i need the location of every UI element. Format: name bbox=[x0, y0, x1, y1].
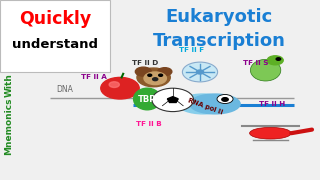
Ellipse shape bbox=[134, 88, 161, 110]
Text: understand: understand bbox=[12, 38, 98, 51]
Text: TBP: TBP bbox=[138, 94, 156, 103]
Text: With: With bbox=[4, 73, 13, 96]
Circle shape bbox=[267, 56, 283, 65]
Circle shape bbox=[152, 88, 194, 112]
Text: TF II F: TF II F bbox=[180, 47, 204, 53]
Text: Quickly: Quickly bbox=[19, 10, 91, 28]
Circle shape bbox=[101, 77, 139, 99]
Circle shape bbox=[158, 68, 172, 76]
Text: TF II A: TF II A bbox=[82, 73, 107, 80]
Text: TF II D: TF II D bbox=[132, 60, 159, 66]
Ellipse shape bbox=[250, 59, 281, 81]
Circle shape bbox=[135, 67, 151, 76]
Text: TF II B: TF II B bbox=[136, 121, 162, 127]
Ellipse shape bbox=[178, 94, 228, 114]
Circle shape bbox=[109, 82, 119, 87]
Circle shape bbox=[276, 58, 281, 60]
Circle shape bbox=[153, 78, 158, 81]
Ellipse shape bbox=[250, 127, 291, 139]
Text: Eukaryotic: Eukaryotic bbox=[165, 8, 273, 26]
Text: TF II S: TF II S bbox=[243, 60, 269, 66]
Text: TF II H: TF II H bbox=[259, 101, 285, 107]
Circle shape bbox=[144, 72, 166, 85]
Text: Transcription: Transcription bbox=[153, 31, 286, 50]
Text: Mnemonics: Mnemonics bbox=[4, 97, 13, 155]
Circle shape bbox=[148, 74, 152, 76]
FancyBboxPatch shape bbox=[0, 0, 110, 72]
Polygon shape bbox=[167, 97, 178, 102]
Circle shape bbox=[196, 70, 204, 74]
Text: DNA: DNA bbox=[56, 86, 73, 94]
Ellipse shape bbox=[190, 94, 240, 114]
Circle shape bbox=[182, 62, 218, 82]
Circle shape bbox=[222, 98, 228, 101]
Circle shape bbox=[217, 94, 233, 103]
Text: RNA pol II: RNA pol II bbox=[187, 97, 223, 115]
Circle shape bbox=[137, 68, 170, 87]
Circle shape bbox=[159, 74, 163, 76]
